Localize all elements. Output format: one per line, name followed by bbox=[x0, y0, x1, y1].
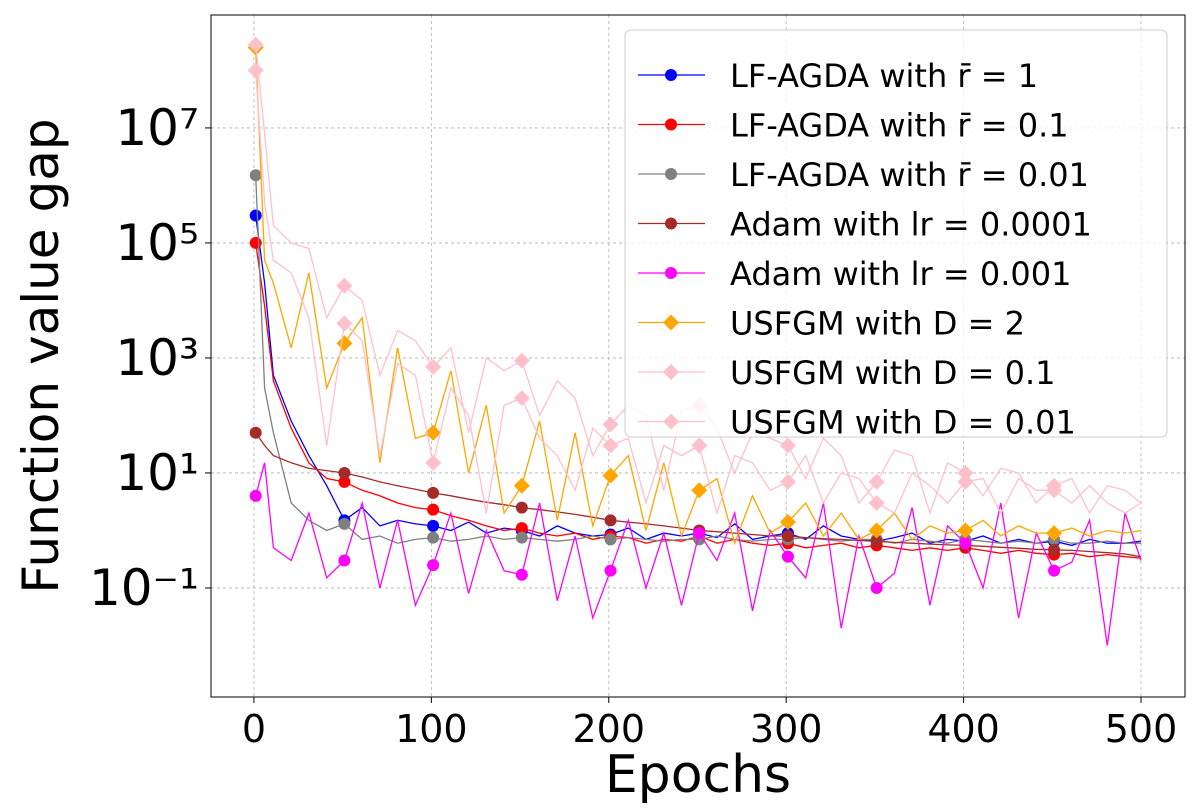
legend-label: LF-AGDA with r̄ = 1 bbox=[730, 57, 1038, 95]
marker bbox=[338, 475, 351, 488]
marker bbox=[957, 464, 974, 481]
marker bbox=[427, 559, 440, 572]
y-tick-label: 10⁻¹ bbox=[89, 559, 199, 617]
x-tick-label: 200 bbox=[572, 707, 645, 751]
marker bbox=[338, 466, 351, 479]
legend-label: USFGM with D = 0.01 bbox=[730, 404, 1076, 442]
marker bbox=[691, 482, 708, 499]
marker bbox=[425, 424, 442, 441]
x-tick-label: 300 bbox=[750, 707, 823, 751]
legend-label: USFGM with D = 0.1 bbox=[730, 354, 1055, 392]
marker bbox=[1048, 564, 1061, 577]
marker bbox=[336, 277, 353, 294]
marker bbox=[427, 486, 440, 499]
legend-label: USFGM with D = 2 bbox=[730, 305, 1025, 343]
marker bbox=[515, 522, 528, 535]
axes-frame bbox=[210, 14, 1186, 698]
marker bbox=[336, 315, 353, 332]
marker bbox=[663, 413, 679, 430]
marker bbox=[515, 501, 528, 514]
marker bbox=[1046, 525, 1063, 542]
x-axis-label: Epochs bbox=[605, 745, 791, 805]
marker bbox=[665, 118, 677, 131]
marker bbox=[513, 390, 530, 407]
legend-label: Adam with lr = 0.001 bbox=[730, 255, 1071, 293]
series-line bbox=[255, 175, 1141, 544]
series-line bbox=[255, 47, 1142, 546]
x-tick-label: 0 bbox=[242, 707, 266, 751]
marker bbox=[779, 437, 796, 454]
marker bbox=[513, 477, 530, 494]
y-tick-label: 10⁷ bbox=[115, 99, 199, 157]
y-axis-label: Function value gap bbox=[12, 118, 70, 593]
y-tick-label: 10¹ bbox=[115, 444, 199, 502]
marker bbox=[602, 416, 619, 433]
y-tick-label: 10³ bbox=[115, 329, 199, 387]
marker bbox=[247, 62, 264, 79]
marker bbox=[515, 531, 528, 544]
marker bbox=[691, 437, 708, 454]
legend-box bbox=[624, 29, 1168, 438]
marker bbox=[604, 533, 617, 546]
marker bbox=[868, 495, 885, 512]
marker bbox=[665, 267, 677, 279]
marker bbox=[427, 519, 440, 532]
marker bbox=[870, 535, 883, 548]
marker bbox=[665, 217, 677, 230]
marker bbox=[781, 530, 794, 543]
marker bbox=[663, 364, 679, 380]
marker bbox=[665, 69, 677, 81]
marker bbox=[604, 564, 617, 577]
marker bbox=[247, 36, 264, 53]
marker bbox=[1046, 477, 1063, 494]
marker bbox=[781, 550, 794, 563]
marker bbox=[515, 568, 528, 581]
marker bbox=[693, 527, 706, 540]
x-tick-label: 100 bbox=[395, 707, 468, 751]
marker bbox=[249, 236, 262, 249]
x-tick-label: 500 bbox=[1105, 707, 1178, 751]
series-line bbox=[255, 462, 1142, 646]
marker bbox=[249, 489, 262, 502]
legend-label: LF-AGDA with r̄ = 0.01 bbox=[730, 156, 1089, 194]
marker bbox=[957, 522, 974, 539]
y-tick-label: 10⁵ bbox=[115, 214, 199, 272]
legend-label: Adam with lr = 0.0001 bbox=[730, 206, 1092, 244]
marker bbox=[513, 352, 530, 369]
legend-label: LF-AGDA with r̄ = 0.1 bbox=[730, 107, 1069, 145]
marker bbox=[425, 454, 442, 471]
x-tick-label: 400 bbox=[927, 707, 1000, 751]
marker bbox=[868, 473, 885, 490]
marker bbox=[427, 531, 440, 544]
marker bbox=[249, 209, 262, 222]
marker bbox=[602, 467, 619, 484]
marker bbox=[665, 168, 677, 180]
marker bbox=[338, 517, 351, 530]
series-line bbox=[255, 70, 1142, 516]
series-line bbox=[255, 215, 1142, 547]
marker bbox=[870, 581, 883, 594]
marker bbox=[602, 437, 619, 454]
marker bbox=[959, 537, 972, 550]
plot-area bbox=[247, 36, 1142, 646]
marker bbox=[1048, 543, 1061, 556]
marker bbox=[779, 473, 796, 490]
marker bbox=[249, 169, 262, 182]
marker bbox=[604, 514, 617, 527]
series-line bbox=[255, 242, 1142, 559]
marker bbox=[779, 514, 796, 531]
marker bbox=[249, 426, 262, 439]
marker bbox=[663, 314, 679, 331]
marker bbox=[338, 554, 351, 567]
marker bbox=[427, 503, 440, 516]
marker bbox=[425, 358, 442, 375]
marker bbox=[868, 522, 885, 539]
